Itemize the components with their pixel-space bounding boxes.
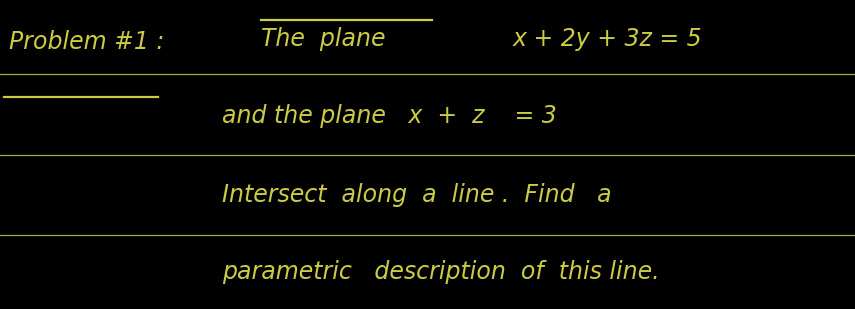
Text: Problem #1 :: Problem #1 : xyxy=(9,30,164,54)
Text: Intersect  along  a  line .  Find   a: Intersect along a line . Find a xyxy=(222,183,612,207)
Text: parametric   description  of  this line.: parametric description of this line. xyxy=(222,260,660,284)
Text: and the plane   x  +  z    = 3: and the plane x + z = 3 xyxy=(222,104,557,128)
Text: x + 2y + 3z = 5: x + 2y + 3z = 5 xyxy=(513,27,703,51)
Text: The  plane: The plane xyxy=(261,27,386,51)
